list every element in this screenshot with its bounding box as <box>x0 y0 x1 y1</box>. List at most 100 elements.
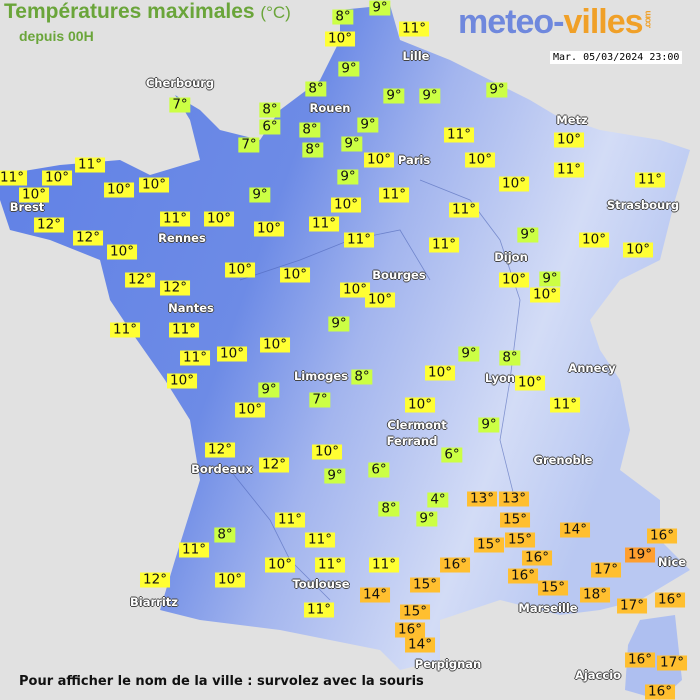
temperature-marker[interactable]: 10° <box>554 132 584 148</box>
temperature-marker[interactable]: 10° <box>107 244 137 260</box>
temperature-marker[interactable]: 10° <box>405 397 435 413</box>
temperature-marker[interactable]: 11° <box>399 21 429 37</box>
temperature-marker[interactable]: 12° <box>73 230 103 246</box>
temperature-marker[interactable]: 7° <box>169 97 191 113</box>
temperature-marker[interactable]: 9° <box>458 346 480 362</box>
temperature-marker[interactable]: 9° <box>258 382 280 398</box>
temperature-marker[interactable]: 14° <box>360 587 390 603</box>
temperature-marker[interactable]: 7° <box>309 392 331 408</box>
temperature-marker[interactable]: 10° <box>465 152 495 168</box>
temperature-marker[interactable]: 10° <box>579 232 609 248</box>
temperature-marker[interactable]: 10° <box>623 242 653 258</box>
temperature-marker[interactable]: 16° <box>395 622 425 638</box>
temperature-marker[interactable]: 9° <box>357 117 379 133</box>
temperature-marker[interactable]: 11° <box>110 322 140 338</box>
temperature-marker[interactable]: 10° <box>260 337 290 353</box>
temperature-marker[interactable]: 10° <box>225 262 255 278</box>
temperature-marker[interactable]: 9° <box>478 417 500 433</box>
temperature-marker[interactable]: 16° <box>647 528 677 544</box>
temperature-marker[interactable]: 8° <box>499 350 521 366</box>
temperature-marker[interactable]: 19° <box>625 547 655 563</box>
temperature-marker[interactable]: 10° <box>364 152 394 168</box>
temperature-marker[interactable]: 11° <box>0 170 27 186</box>
temperature-marker[interactable]: 15° <box>400 604 430 620</box>
meteo-villes-logo[interactable]: meteo-villes.com <box>458 3 656 42</box>
temperature-marker[interactable]: 11° <box>550 397 580 413</box>
temperature-marker[interactable]: 8° <box>299 122 321 138</box>
temperature-marker[interactable]: 10° <box>499 176 529 192</box>
temperature-marker[interactable]: 8° <box>302 142 324 158</box>
temperature-marker[interactable]: 8° <box>214 527 236 543</box>
temperature-marker[interactable]: 11° <box>379 187 409 203</box>
temperature-marker[interactable]: 11° <box>444 127 474 143</box>
temperature-marker[interactable]: 17° <box>617 598 647 614</box>
temperature-marker[interactable]: 11° <box>344 232 374 248</box>
temperature-marker[interactable]: 9° <box>419 88 441 104</box>
temperature-marker[interactable]: 11° <box>180 350 210 366</box>
temperature-marker[interactable]: 15° <box>474 537 504 553</box>
temperature-marker[interactable]: 11° <box>554 162 584 178</box>
temperature-marker[interactable]: 9° <box>337 169 359 185</box>
temperature-marker[interactable]: 8° <box>332 9 354 25</box>
temperature-marker[interactable]: 10° <box>280 267 310 283</box>
temperature-marker[interactable]: 16° <box>508 568 538 584</box>
temperature-marker[interactable]: 17° <box>591 562 621 578</box>
temperature-marker[interactable]: 10° <box>254 221 284 237</box>
temperature-marker[interactable]: 17° <box>657 655 687 671</box>
temperature-marker[interactable]: 12° <box>205 442 235 458</box>
temperature-marker[interactable]: 9° <box>324 468 346 484</box>
temperature-marker[interactable]: 11° <box>304 602 334 618</box>
temperature-marker[interactable]: 10° <box>425 365 455 381</box>
temperature-marker[interactable]: 9° <box>416 511 438 527</box>
temperature-marker[interactable]: 18° <box>580 587 610 603</box>
temperature-marker[interactable]: 15° <box>500 512 530 528</box>
temperature-marker[interactable]: 8° <box>378 501 400 517</box>
temperature-marker[interactable]: 10° <box>515 375 545 391</box>
temperature-marker[interactable]: 10° <box>204 211 234 227</box>
temperature-marker[interactable]: 10° <box>312 444 342 460</box>
temperature-marker[interactable]: 9° <box>249 187 271 203</box>
temperature-marker[interactable]: 10° <box>215 572 245 588</box>
temperature-marker[interactable]: 11° <box>449 202 479 218</box>
temperature-marker[interactable]: 13° <box>499 491 529 507</box>
temperature-marker[interactable]: 6° <box>259 119 281 135</box>
temperature-marker[interactable]: 15° <box>505 532 535 548</box>
temperature-marker[interactable]: 7° <box>238 137 260 153</box>
temperature-marker[interactable]: 10° <box>235 402 265 418</box>
temperature-marker[interactable]: 16° <box>655 592 685 608</box>
temperature-marker[interactable]: 11° <box>309 216 339 232</box>
temperature-marker[interactable]: 9° <box>486 82 508 98</box>
temperature-marker[interactable]: 11° <box>169 322 199 338</box>
temperature-marker[interactable]: 9° <box>338 61 360 77</box>
temperature-marker[interactable]: 10° <box>265 557 295 573</box>
temperature-marker[interactable]: 10° <box>217 346 247 362</box>
temperature-marker[interactable]: 6° <box>441 447 463 463</box>
temperature-marker[interactable]: 11° <box>179 542 209 558</box>
temperature-marker[interactable]: 16° <box>625 652 655 668</box>
temperature-marker[interactable]: 10° <box>167 373 197 389</box>
temperature-marker[interactable]: 11° <box>160 211 190 227</box>
temperature-marker[interactable]: 10° <box>365 292 395 308</box>
temperature-marker[interactable]: 4° <box>427 492 449 508</box>
temperature-marker[interactable]: 12° <box>125 272 155 288</box>
temperature-marker[interactable]: 10° <box>104 182 134 198</box>
temperature-marker[interactable]: 12° <box>140 572 170 588</box>
temperature-marker[interactable]: 9° <box>341 136 363 152</box>
temperature-marker[interactable]: 11° <box>369 557 399 573</box>
temperature-marker[interactable]: 15° <box>410 577 440 593</box>
temperature-marker[interactable]: 12° <box>34 217 64 233</box>
temperature-marker[interactable]: 12° <box>160 280 190 296</box>
temperature-marker[interactable]: 8° <box>305 81 327 97</box>
temperature-marker[interactable]: 10° <box>331 197 361 213</box>
temperature-marker[interactable]: 11° <box>305 532 335 548</box>
temperature-marker[interactable]: 10° <box>19 187 49 203</box>
temperature-marker[interactable]: 10° <box>42 170 72 186</box>
temperature-marker[interactable]: 10° <box>325 31 355 47</box>
temperature-marker[interactable]: 11° <box>75 157 105 173</box>
temperature-marker[interactable]: 11° <box>429 237 459 253</box>
temperature-marker[interactable]: 16° <box>522 550 552 566</box>
temperature-marker[interactable]: 15° <box>538 580 568 596</box>
temperature-marker[interactable]: 9° <box>539 271 561 287</box>
temperature-marker[interactable]: 9° <box>383 88 405 104</box>
temperature-marker[interactable]: 11° <box>315 557 345 573</box>
